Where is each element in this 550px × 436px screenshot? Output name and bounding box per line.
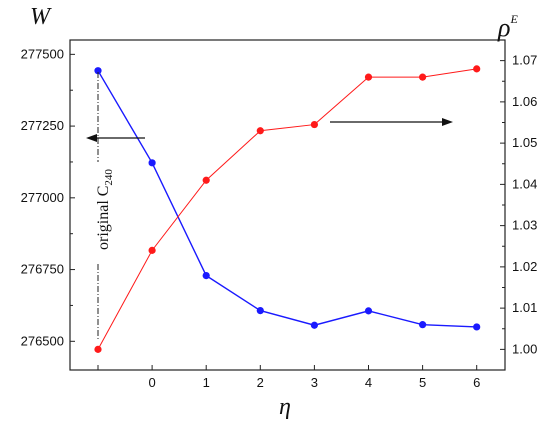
x-tick-label: 4 bbox=[365, 375, 372, 390]
red-data-point bbox=[202, 176, 210, 184]
blue-data-point bbox=[473, 323, 481, 331]
right-tick-label: 1.02 bbox=[512, 259, 537, 274]
right-tick-label: 1.06 bbox=[512, 94, 537, 109]
red-data-point bbox=[310, 120, 318, 129]
blue-data-point bbox=[364, 307, 373, 315]
blue-series-line bbox=[97, 70, 477, 328]
blue-data-point bbox=[94, 67, 102, 75]
right-tick-label: 1.05 bbox=[512, 135, 537, 150]
x-tick-label: 0 bbox=[148, 375, 155, 390]
plot-frame bbox=[69, 39, 506, 371]
left-axis-label: W bbox=[30, 4, 52, 30]
blue-data-point bbox=[419, 321, 427, 329]
red-data-point bbox=[473, 65, 481, 73]
red-data-point bbox=[256, 127, 264, 135]
red-data-point bbox=[419, 73, 427, 81]
left-tick-label: 277000 bbox=[21, 190, 64, 205]
red-data-point bbox=[148, 246, 156, 254]
left-arrow-head bbox=[86, 134, 97, 142]
blue-data-point bbox=[310, 321, 318, 329]
right-tick-label: 1.00 bbox=[512, 341, 537, 356]
x-tick-label: 5 bbox=[419, 375, 426, 390]
x-axis-label: η bbox=[279, 394, 291, 420]
blue-data-point bbox=[202, 271, 210, 280]
red-series-line bbox=[97, 68, 477, 350]
original-annotation: original C240 bbox=[95, 169, 115, 250]
red-data-point bbox=[94, 345, 102, 353]
right-arrow-head bbox=[442, 118, 453, 126]
right-tick-label: 1.07 bbox=[512, 53, 537, 68]
right-axis-label: ρE bbox=[497, 12, 518, 42]
right-tick-label: 1.04 bbox=[512, 176, 537, 191]
x-tick-label: 1 bbox=[203, 375, 210, 390]
x-tick-label: 3 bbox=[311, 375, 318, 390]
right-tick-label: 1.03 bbox=[512, 218, 537, 233]
red-data-point bbox=[364, 73, 373, 81]
left-tick-label: 276750 bbox=[21, 262, 64, 277]
left-tick-label: 276500 bbox=[21, 333, 64, 348]
right-tick-label: 1.01 bbox=[512, 300, 537, 315]
blue-data-point bbox=[256, 307, 264, 315]
left-tick-label: 277250 bbox=[21, 118, 64, 133]
x-tick-label: 2 bbox=[257, 375, 264, 390]
left-tick-label: 277500 bbox=[21, 46, 64, 61]
x-tick-label: 6 bbox=[473, 375, 480, 390]
blue-data-point bbox=[148, 159, 156, 167]
